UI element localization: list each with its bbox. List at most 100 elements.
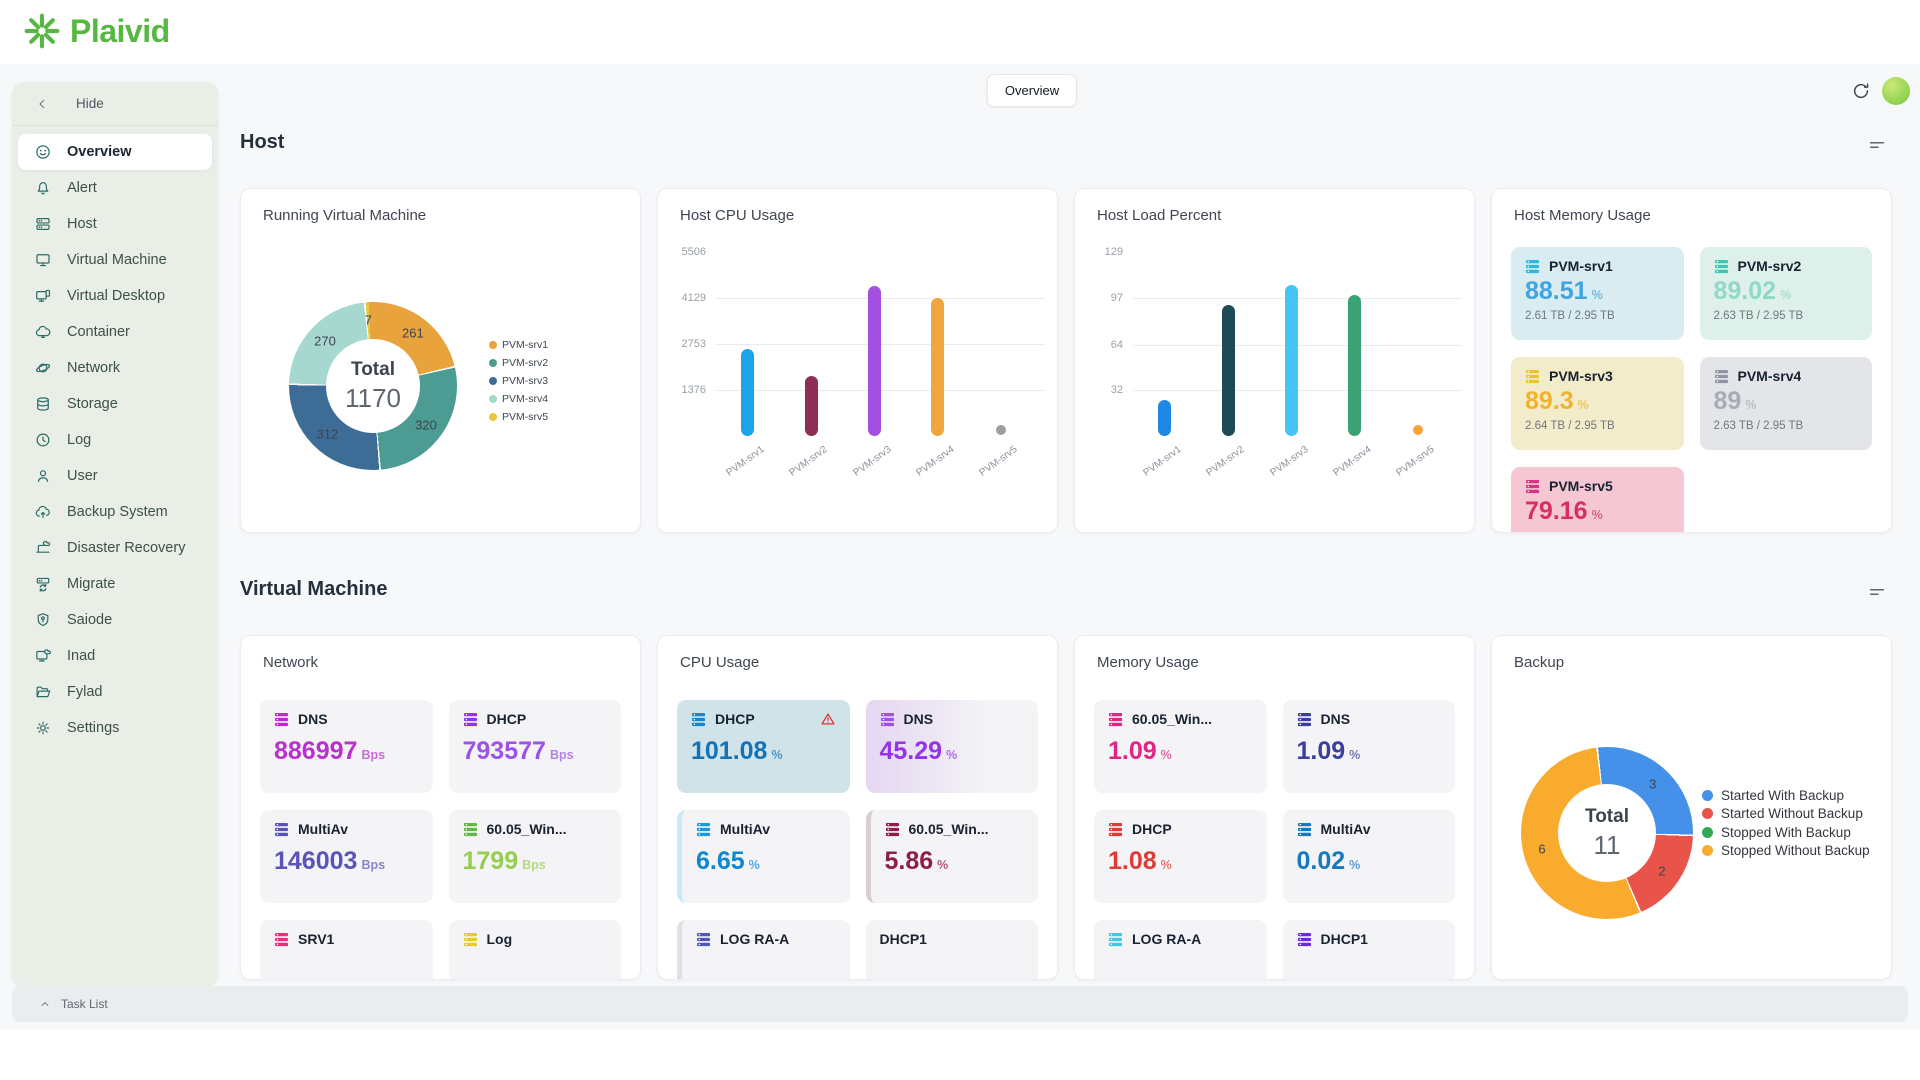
sidebar-item-container[interactable]: Container <box>18 314 212 350</box>
metric-card-dns[interactable]: DNS 45.29% <box>865 700 1038 793</box>
sidebar-item-host[interactable]: Host <box>18 206 212 242</box>
bar-pvm-srv1[interactable] <box>741 349 755 436</box>
legend-item-pvm-srv4[interactable]: PVM-srv4 <box>489 392 548 406</box>
bar-dot-pvm-srv5[interactable] <box>1413 425 1424 435</box>
refresh-button[interactable] <box>1850 80 1872 102</box>
metric-card-dhcp[interactable]: DHCP 101.08% <box>677 700 850 793</box>
sidebar-item-virtual-machine[interactable]: Virtual Machine <box>18 242 212 278</box>
sidebar-item-overview[interactable]: Overview <box>18 134 212 170</box>
bar-pvm-srv4[interactable] <box>1348 295 1362 436</box>
metric-card-pvm-srv3[interactable]: PVM-srv3 89.3% 2.64 TB / 2.95 TB <box>1511 357 1684 450</box>
bar-pvm-srv2[interactable] <box>1221 305 1235 436</box>
sidebar-collapse-button[interactable]: Hide <box>12 82 218 126</box>
metric-card-60-05-win[interactable]: 60.05_Win... 5.86% <box>865 810 1038 903</box>
metric-card-60-05-win[interactable]: 60.05_Win... 1.09% <box>1094 700 1267 793</box>
metric-card-dhcp1[interactable]: DHCP1 <box>865 920 1038 979</box>
donut-segment-label: 312 <box>316 426 339 442</box>
sidebar-item-network[interactable]: Network <box>18 350 212 386</box>
legend-item-pvm-srv5[interactable]: PVM-srv5 <box>489 410 548 424</box>
metric-card-dhcp1[interactable]: DHCP1 <box>1282 920 1455 979</box>
sidebar-item-user[interactable]: User <box>18 458 212 494</box>
sidebar-item-storage[interactable]: Storage <box>18 386 212 422</box>
metric-card-multiav[interactable]: MultiAv 146003 Bps <box>260 810 433 903</box>
metric-name: MultiAv <box>1320 821 1371 837</box>
metric-card-multiav[interactable]: MultiAv 6.65% <box>677 810 850 903</box>
metric-value: 1.08 <box>1108 847 1157 875</box>
server-stack-icon <box>274 822 289 837</box>
laptop-cloud-icon <box>34 539 52 557</box>
legend-item-stopped-with-backup[interactable]: Stopped With Backup <box>1702 825 1870 840</box>
legend-item-started-without-backup[interactable]: Started Without Backup <box>1702 806 1870 821</box>
dual-monitor-icon <box>34 287 52 305</box>
bar-pvm-srv1[interactable] <box>1158 400 1172 436</box>
bar-pvm-srv2[interactable] <box>804 376 818 436</box>
task-list-label: Task List <box>61 997 108 1011</box>
host-memory-grid: PVM-srv1 88.51% 2.61 TB / 2.95 TB PVM-srv2 8… <box>1511 247 1872 532</box>
metric-card-dns[interactable]: DNS 886997 Bps <box>260 700 433 793</box>
task-list-bar[interactable]: Task List <box>12 986 1908 1022</box>
sidebar-item-alert[interactable]: Alert <box>18 170 212 206</box>
sidebar-item-settings[interactable]: Settings <box>18 710 212 746</box>
metric-card-dhcp[interactable]: DHCP 1.08% <box>1094 810 1267 903</box>
metric-unit: % <box>748 858 760 872</box>
metric-card-dhcp[interactable]: DHCP 793577 Bps <box>448 700 621 793</box>
legend-item-pvm-srv3[interactable]: PVM-srv3 <box>489 374 548 388</box>
server-stack-icon <box>885 822 900 837</box>
sidebar-item-label: Virtual Desktop <box>67 288 166 304</box>
planet-icon <box>34 359 52 377</box>
metric-card-log[interactable]: Log <box>448 920 621 979</box>
legend-item-pvm-srv1[interactable]: PVM-srv1 <box>489 338 548 352</box>
sidebar-item-migrate[interactable]: Migrate <box>18 566 212 602</box>
section-options-icon-virtual-machine[interactable] <box>1866 581 1888 603</box>
metric-card-dns[interactable]: DNS 1.09% <box>1282 700 1455 793</box>
sidebar-item-saiode[interactable]: Saiode <box>18 602 212 638</box>
metric-card-log-ra-a[interactable]: LOG RA-A <box>1094 920 1267 979</box>
metric-value: 79.16 <box>1525 497 1588 525</box>
metric-card-pvm-srv2[interactable]: PVM-srv2 89.02% 2.63 TB / 2.95 TB <box>1699 247 1872 340</box>
sidebar-item-disaster-recovery[interactable]: Disaster Recovery <box>18 530 212 566</box>
bar-pvm-srv4[interactable] <box>931 298 945 436</box>
sidebar-item-virtual-desktop[interactable]: Virtual Desktop <box>18 278 212 314</box>
server-stack-icon <box>1525 259 1540 274</box>
metric-detail: 2.63 TB / 2.95 TB <box>1713 420 1804 432</box>
shield-icon <box>34 611 52 629</box>
server-stack-icon <box>274 932 289 947</box>
sidebar-item-log[interactable]: Log <box>18 422 212 458</box>
server-stack-icon <box>1714 369 1729 384</box>
x-tick-label: PVM-srv1 <box>1141 444 1184 479</box>
metric-card-pvm-srv1[interactable]: PVM-srv1 88.51% 2.61 TB / 2.95 TB <box>1511 247 1684 340</box>
sidebar-item-fylad[interactable]: Fylad <box>18 674 212 710</box>
metric-name: MultiAv <box>298 821 349 837</box>
card-title: Running Virtual Machine <box>263 207 427 224</box>
legend-dot <box>1702 845 1713 857</box>
metric-card-pvm-srv4[interactable]: PVM-srv4 89% 2.63 TB / 2.95 TB <box>1699 357 1872 450</box>
y-tick-label: 64 <box>1110 338 1123 351</box>
backup-legend: Started With Backup Started Without Backu… <box>1702 788 1870 858</box>
tab-overview[interactable]: Overview <box>986 74 1078 107</box>
legend-item-stopped-without-backup[interactable]: Stopped Without Backup <box>1702 843 1870 858</box>
y-tick-label: 5506 <box>681 246 706 259</box>
x-tick-label: PVM-srv3 <box>1267 444 1310 479</box>
legend-item-pvm-srv2[interactable]: PVM-srv2 <box>489 356 548 370</box>
sidebar-item-inad[interactable]: Inad <box>18 638 212 674</box>
metric-card-log-ra-a[interactable]: LOG RA-A <box>677 920 850 979</box>
sidebar-item-backup-system[interactable]: Backup System <box>18 494 212 530</box>
card-host-memory-usage: Host Memory Usage PVM-srv1 88.51% 2.61 TB … <box>1491 188 1892 533</box>
server-stack-icon <box>1297 932 1312 947</box>
metric-card-60-05-win[interactable]: 60.05_Win... 1799 Bps <box>448 810 621 903</box>
metric-value: 45.29 <box>879 737 943 765</box>
metric-card-multiav[interactable]: MultiAv 0.02% <box>1282 810 1455 903</box>
section-options-icon-host[interactable] <box>1866 134 1888 156</box>
metric-card-pvm-srv5[interactable]: PVM-srv5 79.16% <box>1511 467 1684 532</box>
vm-network-grid: DNS 886997 Bps DHCP 793577 Bps MultiAv 146003 Bp… <box>260 700 621 979</box>
bar-dot-pvm-srv5[interactable] <box>996 425 1007 435</box>
user-avatar[interactable] <box>1882 77 1910 105</box>
metric-value: 793577 <box>462 737 546 765</box>
legend-item-started-with-backup[interactable]: Started With Backup <box>1702 788 1870 803</box>
metric-name: 60.05_Win... <box>486 821 567 837</box>
server-stack-icon <box>691 712 706 727</box>
metric-card-srv1[interactable]: SRV1 <box>260 920 433 979</box>
bar-pvm-srv3[interactable] <box>1285 285 1298 436</box>
bar-pvm-srv3[interactable] <box>868 286 881 436</box>
metric-name: DNS <box>1320 711 1351 727</box>
